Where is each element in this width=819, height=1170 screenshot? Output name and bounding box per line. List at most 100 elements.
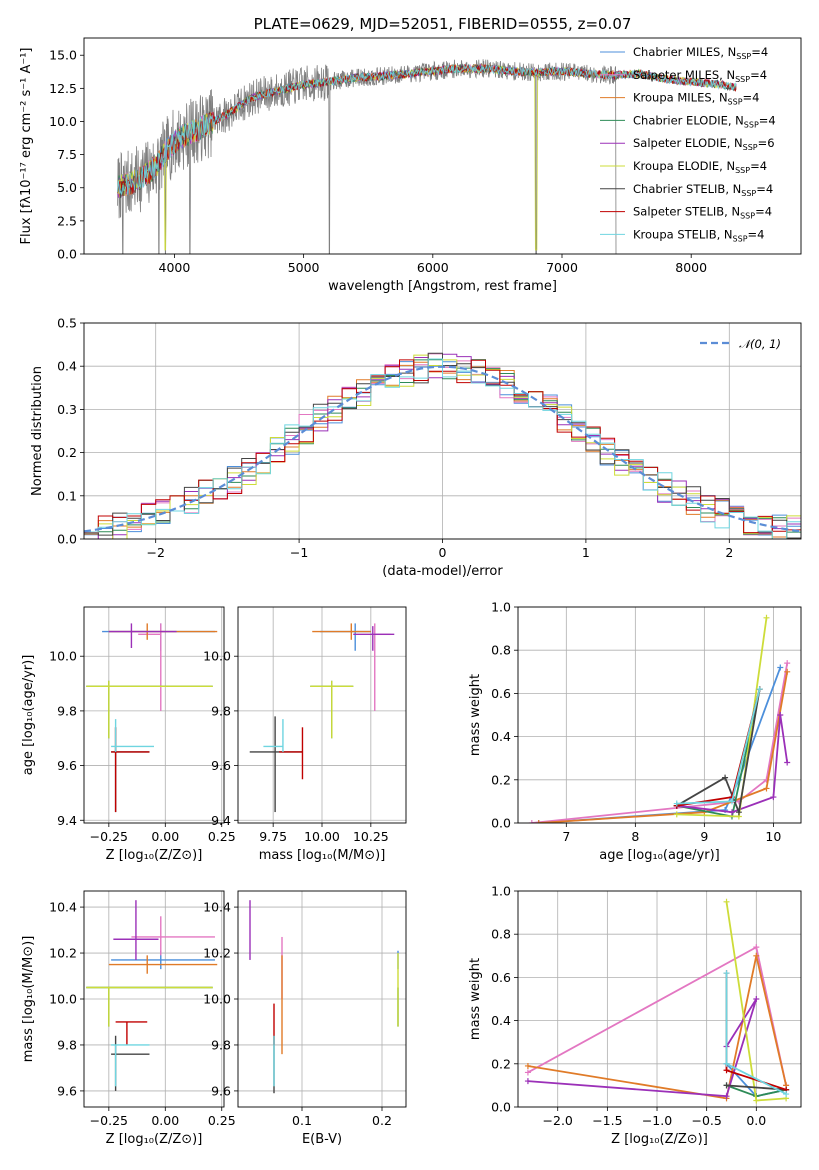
y-tick-label: 9.6 bbox=[57, 758, 77, 773]
observed-spectrum bbox=[117, 59, 617, 254]
weight-marker bbox=[784, 660, 791, 667]
x-tick-label: 4000 bbox=[159, 260, 191, 275]
y-tick-label: 10.4 bbox=[203, 900, 231, 915]
weight-marker bbox=[723, 898, 730, 905]
legend-subscript: SSP bbox=[741, 189, 756, 198]
x-axis-label: age [log₁₀(age/yr)] bbox=[599, 848, 720, 863]
y-tick-label: 9.6 bbox=[211, 758, 231, 773]
weight-marker bbox=[673, 811, 680, 818]
x-tick-label: 9 bbox=[700, 829, 708, 844]
weight-marker bbox=[753, 996, 760, 1002]
axes-frame bbox=[517, 890, 802, 1108]
weight-line bbox=[538, 667, 782, 823]
legend-subscript: SSP bbox=[728, 98, 743, 107]
x-axis-label: mass [log₁₀(M/M⊙)] bbox=[259, 848, 386, 863]
x-tick-label: 9.75 bbox=[259, 829, 287, 844]
weight-marker bbox=[723, 1060, 730, 1067]
weight-marker bbox=[783, 1091, 790, 1098]
legend-suffix: =4 bbox=[743, 91, 760, 105]
y-tick-label: 0.1 bbox=[57, 488, 77, 503]
x-axis-label: wavelength [Angstrom, rest frame] bbox=[328, 279, 557, 294]
axes-frame bbox=[517, 606, 802, 824]
x-tick-label: 10.00 bbox=[304, 829, 340, 844]
y-tick-label: 10.0 bbox=[49, 114, 77, 129]
y-tick-label: 9.4 bbox=[211, 813, 231, 828]
legend-subscript: SSP bbox=[744, 120, 759, 129]
weight-marker bbox=[735, 809, 742, 816]
legend-suffix: =4 bbox=[759, 113, 776, 127]
legend-label: Kroupa MILES, NSSP=4 bbox=[633, 91, 759, 107]
legend-text: Chabrier MILES, N bbox=[633, 45, 736, 59]
y-axis-label: mass [log₁₀(M/M⊙)] bbox=[21, 936, 36, 1063]
y-tick-label: 0.8 bbox=[491, 927, 511, 942]
y-axis-label: mass weight bbox=[468, 958, 483, 1040]
x-tick-label: 8000 bbox=[675, 260, 707, 275]
y-tick-label: 10.2 bbox=[49, 946, 77, 961]
legend-text: Kroupa MILES, N bbox=[633, 91, 728, 105]
x-axis-label: (data-model)/error bbox=[382, 564, 503, 579]
legend-label: Salpeter MILES, NSSP=4 bbox=[633, 68, 767, 84]
legend-text: Salpeter STELIB, N bbox=[633, 205, 740, 219]
y-tick-label: 1.0 bbox=[491, 600, 511, 615]
y-axis-label: Flux [fλ10⁻¹⁷ erg cm⁻² s⁻¹ A⁻¹] bbox=[19, 48, 34, 245]
y-tick-label: 7.5 bbox=[57, 147, 77, 162]
weight-marker bbox=[777, 664, 784, 671]
weight-marker bbox=[524, 1069, 531, 1076]
y-tick-label: 10.0 bbox=[203, 649, 231, 664]
panel-mass-vs-Z: −0.25 0.00 0.25 9.6 9.8 10.0 10.2 10.4 Z [log₁₀(… bbox=[21, 890, 236, 1147]
y-tick-label: 0.8 bbox=[491, 643, 511, 658]
y-tick-label: 0.0 bbox=[57, 247, 77, 262]
x-tick-label: −2.0 bbox=[543, 1113, 573, 1128]
weight-line bbox=[527, 955, 787, 1100]
legend-subscript: SSP bbox=[736, 52, 751, 61]
legend-label: Chabrier ELODIE, NSSP=4 bbox=[633, 113, 776, 129]
weight-marker bbox=[728, 809, 735, 816]
normal-curve bbox=[84, 365, 801, 533]
y-tick-label: 9.8 bbox=[57, 1037, 77, 1052]
y-tick-label: 10.0 bbox=[203, 992, 231, 1007]
weight-line bbox=[531, 663, 789, 823]
model-spectrum bbox=[117, 64, 737, 198]
legend-label: Chabrier MILES, NSSP=4 bbox=[633, 45, 768, 61]
x-tick-label: −1 bbox=[290, 545, 308, 560]
axes-frame bbox=[83, 37, 802, 255]
x-tick-label: 2 bbox=[725, 545, 733, 560]
x-tick-label: −1.0 bbox=[642, 1113, 672, 1128]
model-spectrum bbox=[117, 63, 737, 195]
y-tick-label: 9.6 bbox=[57, 1083, 77, 1098]
legend-suffix: =4 bbox=[756, 182, 773, 196]
weight-line bbox=[527, 998, 758, 1098]
legend-text: Kroupa STELIB, N bbox=[633, 227, 733, 241]
legend-label: Kroupa STELIB, NSSP=4 bbox=[633, 227, 764, 243]
weight-marker bbox=[722, 774, 729, 781]
y-tick-label: 0.0 bbox=[491, 1100, 511, 1115]
y-tick-label: 9.8 bbox=[211, 1037, 231, 1052]
weight-marker bbox=[728, 798, 735, 805]
x-tick-label: 0.25 bbox=[208, 829, 236, 844]
y-tick-label: 9.8 bbox=[211, 703, 231, 718]
y-tick-label: 0.5 bbox=[57, 316, 77, 331]
legend-subscript: SSP bbox=[735, 166, 750, 175]
legend-suffix: =6 bbox=[758, 136, 775, 150]
y-axis-label: age [log₁₀(age/yr)] bbox=[21, 655, 36, 776]
y-tick-label: 0.4 bbox=[57, 359, 77, 374]
y-tick-label: 0.2 bbox=[491, 1056, 511, 1071]
weight-marker bbox=[753, 952, 760, 959]
weight-marker bbox=[784, 668, 791, 675]
legend-suffix: =4 bbox=[751, 45, 768, 59]
y-tick-label: 10.2 bbox=[203, 946, 231, 961]
y-tick-label: 2.5 bbox=[57, 213, 77, 228]
y-tick-label: 0.2 bbox=[491, 772, 511, 787]
plot-area bbox=[117, 59, 737, 254]
y-tick-label: 0.6 bbox=[491, 970, 511, 985]
y-tick-label: 12.5 bbox=[49, 81, 77, 96]
legend-suffix: =4 bbox=[748, 227, 765, 241]
y-tick-label: 0.4 bbox=[491, 1013, 511, 1028]
legend-label: Salpeter ELODIE, NSSP=6 bbox=[633, 136, 775, 152]
y-tick-label: 5.0 bbox=[57, 180, 77, 195]
x-tick-label: 0.00 bbox=[151, 1113, 179, 1128]
x-tick-label: 6000 bbox=[417, 260, 449, 275]
axes-frame bbox=[83, 322, 802, 540]
legend-label: Chabrier STELIB, NSSP=4 bbox=[633, 182, 773, 198]
